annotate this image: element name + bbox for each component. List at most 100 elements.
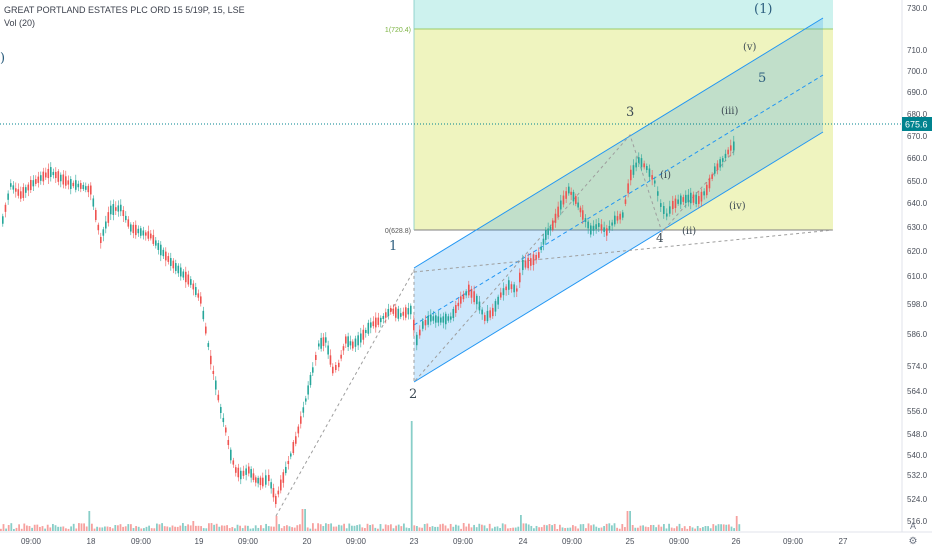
candle-body (192, 283, 195, 290)
channel-lower-line[interactable] (413, 131, 824, 383)
volume-bar (291, 527, 293, 531)
candle-body (305, 398, 307, 402)
candle-body (170, 258, 172, 266)
candle-body (435, 315, 437, 323)
candle-body (100, 236, 102, 244)
candle-body (12, 185, 15, 190)
volume-bar (587, 523, 590, 531)
candle-body (190, 279, 192, 285)
candle-body (42, 171, 45, 182)
candle-body (4, 204, 7, 212)
volume-bars[interactable] (0, 421, 741, 531)
candle-body (132, 224, 135, 234)
volume-bar (7, 525, 10, 531)
candle-body (510, 284, 513, 290)
volume-bar (618, 528, 621, 531)
candle-body (395, 307, 397, 318)
volume-bar (280, 528, 283, 531)
candle-body (50, 167, 52, 177)
time-tick-label: 18 (87, 537, 96, 546)
candle-body (375, 317, 377, 328)
volume-bar (187, 524, 189, 531)
candle-body (315, 355, 317, 360)
candle-body (557, 206, 559, 217)
volume-bar (522, 523, 525, 531)
candle-body (619, 213, 621, 220)
volume-bar (301, 509, 304, 531)
volume-bar (70, 526, 72, 531)
volume-indicator-label[interactable]: Vol (20) (4, 18, 36, 28)
candle-body (478, 301, 481, 311)
symbol-title[interactable]: GREAT PORTLAND ESTATES PLC ORD 15 5/19P,… (4, 5, 245, 15)
trendline-dashed[interactable] (413, 229, 834, 273)
volume-bar (353, 525, 356, 531)
volume-bar (382, 528, 384, 531)
candle-body (220, 407, 222, 413)
candle-body (40, 175, 42, 181)
volume-bar (314, 528, 317, 531)
volume-bar (639, 525, 642, 531)
candle-body (268, 474, 270, 482)
volume-bar (49, 527, 52, 531)
price-tick-label: 548.0 (907, 430, 928, 439)
volume-bar (408, 528, 410, 531)
candle-body (215, 380, 217, 390)
settings-icon[interactable]: ⚙ (908, 536, 918, 547)
candle-body (342, 346, 345, 351)
candle-body (608, 225, 611, 231)
candle-body (646, 165, 648, 171)
candle-body (320, 337, 322, 349)
volume-bar (600, 527, 603, 531)
time-axis[interactable]: 09:00 18 09:00 19 09:00 20 09:00 23 09:00 24 09:00… (21, 537, 848, 546)
volume-bar (611, 525, 613, 531)
candle-body (25, 187, 27, 193)
candle-body (240, 470, 242, 480)
fib-zone-upper[interactable] (414, 0, 833, 29)
volume-bar (59, 526, 62, 531)
volume-bar (223, 525, 226, 531)
volume-bar (244, 525, 247, 531)
price-tick-label: 630.0 (907, 223, 928, 232)
candle-body (47, 168, 50, 179)
volume-bar (715, 525, 717, 531)
candle-body (167, 256, 170, 262)
auto-scale-button[interactable]: A (910, 521, 917, 531)
candle-body (572, 191, 575, 202)
price-tick-label: 574.0 (907, 362, 928, 371)
volume-bar (494, 526, 496, 531)
volume-bar (117, 525, 119, 531)
volume-bar (608, 523, 611, 531)
volume-bar (551, 525, 553, 531)
volume-bar (182, 523, 184, 531)
volume-bar (410, 421, 413, 531)
volume-bar (574, 526, 577, 531)
candle-body (232, 460, 235, 465)
volume-bar (395, 525, 397, 531)
candle-body (102, 229, 105, 236)
price-axis[interactable]: 730.0 710.0 700.0 690.0 680.0 670.0 660.0 650.0… (907, 4, 928, 526)
volume-bar (579, 524, 582, 531)
volume-bar (192, 521, 195, 531)
candle-body (307, 385, 309, 395)
candle-body (545, 230, 547, 240)
candle-body (117, 205, 120, 212)
candle-body (570, 191, 572, 195)
time-tick-label: 09:00 (562, 537, 583, 546)
volume-bar (429, 526, 431, 531)
channel-upper-line[interactable] (413, 17, 824, 269)
volume-bar (111, 528, 114, 531)
volume-bar (517, 526, 520, 531)
volume-bar (57, 526, 59, 531)
candle-body (302, 407, 305, 413)
candlesticks[interactable] (2, 135, 735, 508)
volume-bar (533, 528, 535, 531)
candle-body (145, 232, 147, 236)
candle-body (638, 157, 640, 163)
candle-body (424, 319, 427, 326)
channel-mid-line[interactable] (413, 74, 824, 326)
candle-body (674, 198, 677, 209)
candle-body (473, 291, 475, 303)
volume-bar (501, 523, 504, 531)
